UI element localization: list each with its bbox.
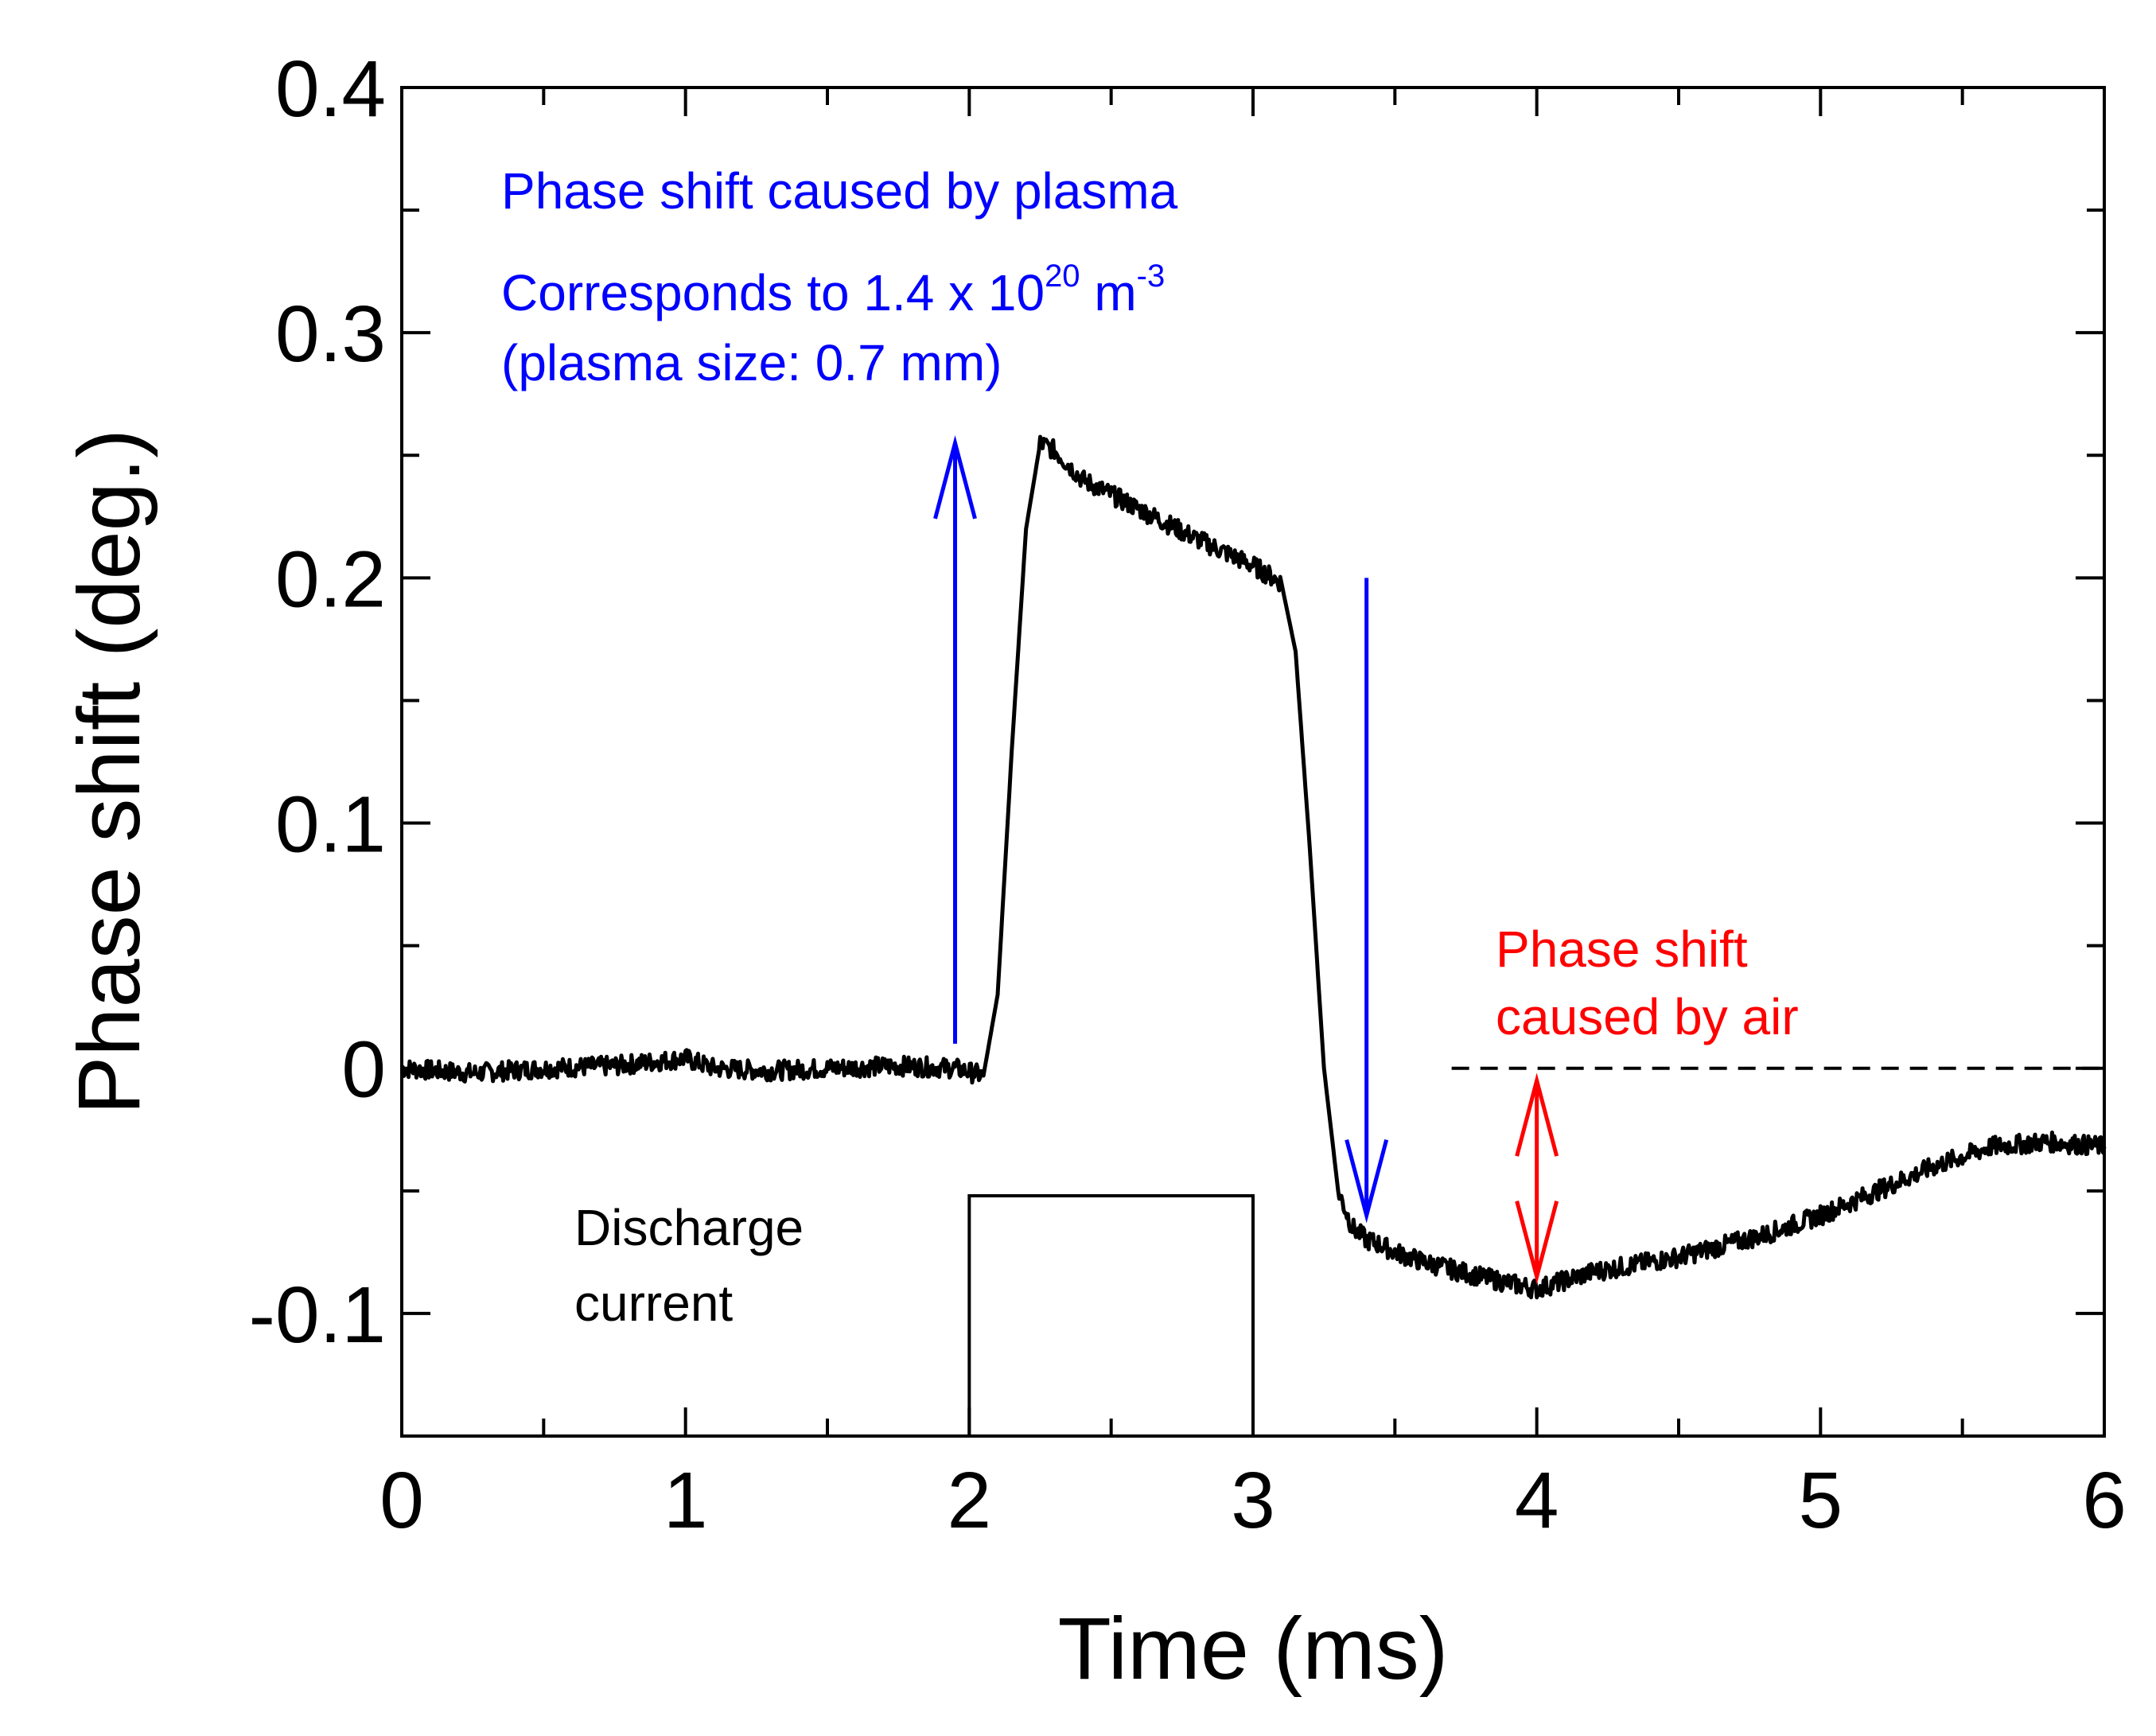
arrow-plasma-rise (933, 435, 977, 1044)
y-tick-label: -0.1 (249, 1271, 386, 1360)
x-axis-title: Time (ms) (1058, 1600, 1449, 1698)
discharge-label-line2: current (574, 1275, 733, 1332)
y-tick-label: 0 (341, 1026, 386, 1115)
x-tick-label: 3 (1231, 1456, 1275, 1545)
arrow-air-shift (1515, 1072, 1559, 1285)
density-unit: m (1080, 264, 1137, 321)
arrow-head (1345, 1139, 1389, 1224)
y-tick-label: 0.2 (275, 535, 386, 624)
x-tick-label: 6 (2082, 1456, 2127, 1545)
density-text: Corresponds to 1.4 x 10 (501, 264, 1045, 321)
y-axis-title: Phase shift (deg.) (60, 429, 158, 1115)
plasma-annotation-size: (plasma size: 0.7 mm) (501, 334, 1002, 391)
y-tick-label: 0.4 (275, 45, 386, 134)
y-tick-label: 0.1 (275, 780, 386, 870)
phase-shift-trace (400, 434, 2107, 1300)
plasma-annotation-title: Phase shift caused by plasma (501, 162, 1178, 220)
y-tick-label: 0.3 (275, 290, 386, 379)
discharge-current-trace (967, 1193, 1255, 1436)
data-layer (400, 434, 2107, 1436)
arrow-head (933, 435, 977, 520)
arrow-head (1515, 1201, 1559, 1285)
arrow-plasma-fall (1345, 578, 1389, 1224)
air-annotation-line1: Phase shift (1496, 921, 1748, 978)
density-unit-exponent: -3 (1137, 259, 1166, 294)
arrow-head (1515, 1072, 1559, 1157)
plasma-annotation-density: Corresponds to 1.4 x 1020 m-3 (501, 259, 1165, 321)
x-tick-label: 2 (948, 1456, 992, 1545)
discharge-label-line1: Discharge (574, 1199, 804, 1256)
x-tick-label: 0 (379, 1456, 424, 1545)
x-tick-label: 5 (1799, 1456, 1843, 1545)
air-annotation-line2: caused by air (1496, 988, 1799, 1045)
axis-tick-labels: 0 1 2 3 4 5 6 -0.1 0 0.1 0.2 0.3 0.4 (249, 45, 2127, 1545)
x-tick-label: 4 (1515, 1456, 1559, 1545)
x-tick-label: 1 (664, 1456, 708, 1545)
density-exponent: 20 (1045, 259, 1080, 294)
